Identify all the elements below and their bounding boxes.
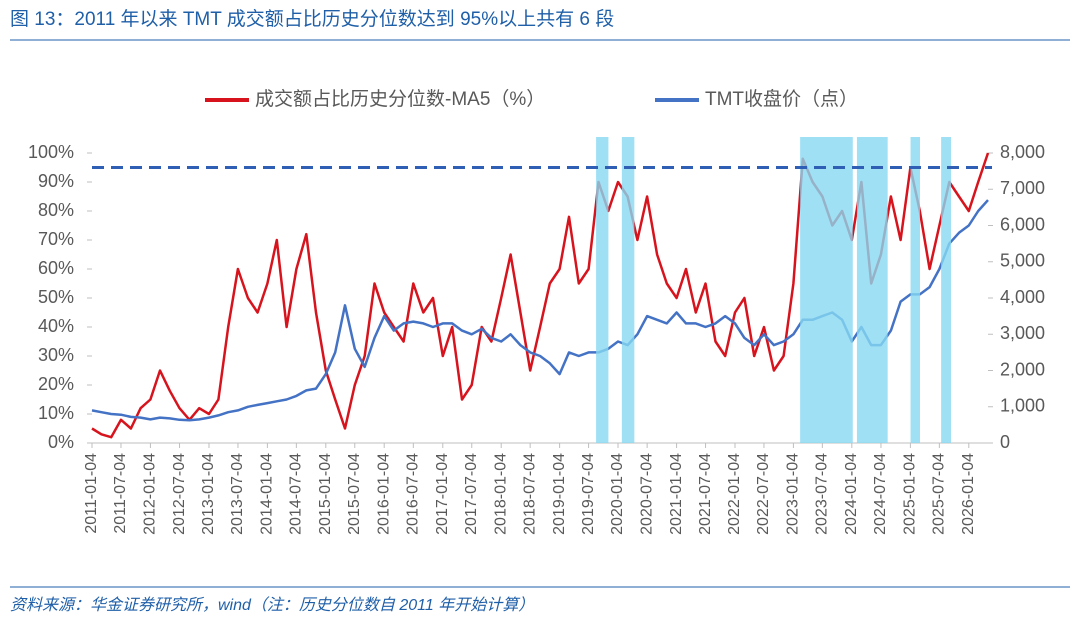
y-tick-label: 90% <box>38 171 74 191</box>
x-tick-label: 2022-01-04 <box>726 453 743 535</box>
y-tick-label: 70% <box>38 229 74 249</box>
series-line <box>91 152 990 439</box>
highlight-span <box>941 137 952 443</box>
y-tick-label: 80% <box>38 200 74 220</box>
x-tick-label: 2018-07-04 <box>521 453 538 535</box>
x-tick-label: 2015-01-04 <box>317 453 334 535</box>
x-tick-label: 2022-07-04 <box>755 453 772 535</box>
y-tick-label: 10% <box>38 403 74 423</box>
x-tick-label: 2023-01-04 <box>785 453 802 535</box>
x-tick-label: 2016-07-04 <box>405 453 422 535</box>
x-tick-label: 2011-01-04 <box>83 453 100 534</box>
y-tick-label: 60% <box>38 258 74 278</box>
y2-tick-label: 7,000 <box>1000 178 1045 198</box>
x-tick-label: 2014-07-04 <box>288 453 305 535</box>
x-tick-label: 2025-07-04 <box>931 453 948 535</box>
x-tick-label: 2025-01-04 <box>902 453 919 535</box>
x-tick-label: 2020-01-04 <box>609 453 626 535</box>
x-tick-label: 2021-07-04 <box>697 453 714 535</box>
y-tick-label: 40% <box>38 316 74 336</box>
y2-tick-label: 3,000 <box>1000 323 1045 343</box>
x-tick-label: 2024-07-04 <box>872 453 889 535</box>
x-tick-label: 2012-07-04 <box>171 453 188 535</box>
y2-tick-label: 5,000 <box>1000 251 1045 271</box>
highlight-span <box>856 137 888 443</box>
x-tick-label: 2016-01-04 <box>375 453 392 535</box>
y-tick-label: 100% <box>28 142 74 162</box>
y2-tick-label: 8,000 <box>1000 142 1045 162</box>
y-tick-label: 0% <box>48 432 74 452</box>
x-tick-label: 2019-07-04 <box>580 453 597 535</box>
x-tick-label: 2017-01-04 <box>434 453 451 535</box>
x-tick-label: 2012-01-04 <box>142 453 159 535</box>
x-tick-label: 2024-01-04 <box>843 453 860 535</box>
x-tick-label: 2026-01-04 <box>960 453 977 535</box>
x-tick-label: 2013-01-04 <box>200 453 217 535</box>
y2-tick-label: 4,000 <box>1000 287 1045 307</box>
x-tick-label: 2011-07-04 <box>112 453 129 534</box>
x-tick-label: 2013-07-04 <box>229 453 246 535</box>
highlight-span <box>910 137 920 443</box>
x-tick-label: 2021-01-04 <box>668 453 685 535</box>
legend-label: TMT收盘价（点） <box>705 88 858 110</box>
highlight-span <box>596 137 609 443</box>
chart-title: 图 13：2011 年以来 TMT 成交额占比历史分位数达到 95%以上共有 6… <box>10 8 614 30</box>
y2-tick-label: 1,000 <box>1000 396 1045 416</box>
legend-label: 成交额占比历史分位数-MA5（%） <box>255 88 545 110</box>
highlight-span <box>621 137 635 443</box>
x-tick-label: 2019-01-04 <box>551 453 568 535</box>
y2-tick-label: 6,000 <box>1000 214 1045 234</box>
x-tick-label: 2018-01-04 <box>492 453 509 535</box>
x-tick-label: 2017-07-04 <box>463 453 480 535</box>
x-tick-label: 2023-07-04 <box>814 453 831 535</box>
y-tick-label: 30% <box>38 345 74 365</box>
x-tick-label: 2015-07-04 <box>346 453 363 535</box>
x-tick-label: 2020-07-04 <box>638 453 655 535</box>
source-note: 资料来源：华金证券研究所，wind（注：历史分位数自 2011 年开始计算） <box>10 596 534 614</box>
y2-tick-label: 2,000 <box>1000 359 1045 379</box>
x-tick-label: 2014-01-04 <box>259 453 276 535</box>
y2-tick-label: 0 <box>1000 432 1010 452</box>
y-tick-label: 50% <box>38 287 74 307</box>
highlight-span <box>800 137 853 443</box>
y-tick-label: 20% <box>38 374 74 394</box>
